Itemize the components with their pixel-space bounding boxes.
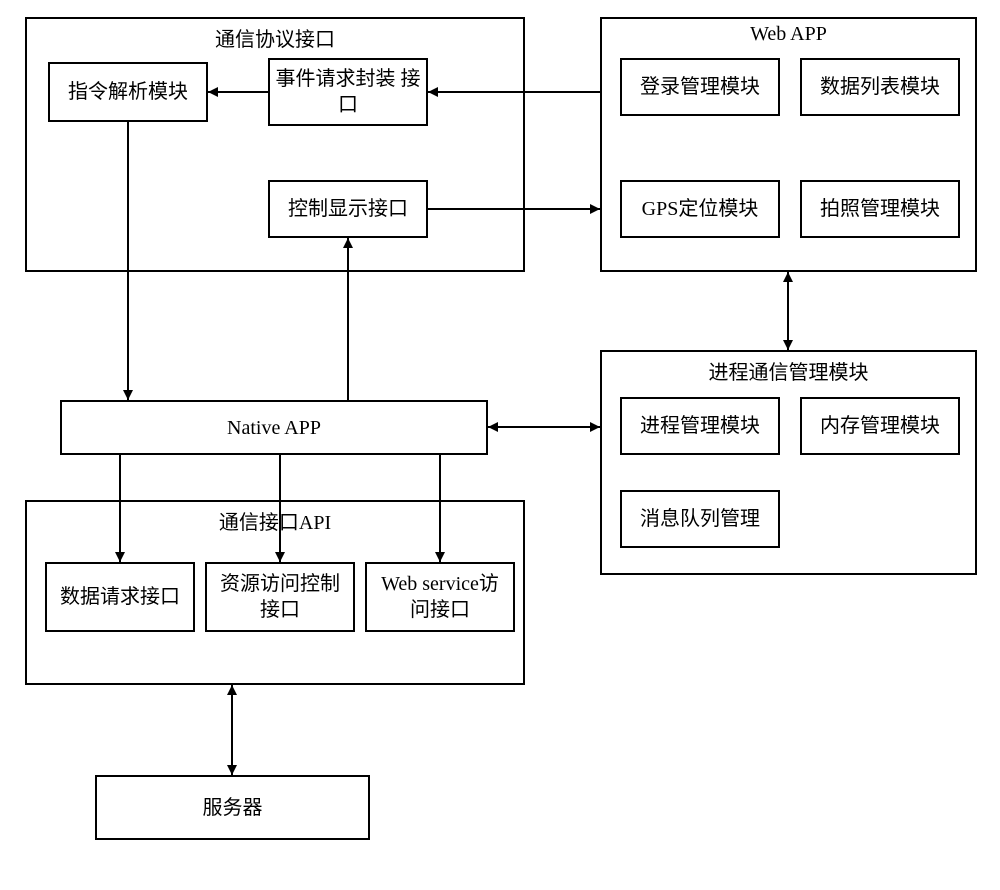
- node-label: 进程管理模块: [640, 413, 760, 439]
- node-event-request: 事件请求封装 接口: [268, 58, 428, 126]
- node-label: 数据请求接口: [60, 584, 180, 610]
- node-instruction-parse: 指令解析模块: [48, 62, 208, 122]
- node-label: 消息队列管理: [640, 506, 760, 532]
- node-gps: GPS定位模块: [620, 180, 780, 238]
- node-label: 登录管理模块: [640, 74, 760, 100]
- node-resource-access: 资源访问控制 接口: [205, 562, 355, 632]
- node-mem-mgmt: 内存管理模块: [800, 397, 960, 455]
- node-label: Web service访 问接口: [371, 571, 509, 623]
- container-title-web-app: Web APP: [602, 23, 975, 46]
- node-label: GPS定位模块: [642, 196, 759, 222]
- node-native-app: Native APP: [60, 400, 488, 455]
- container-title-comm-protocol: 通信协议接口: [27, 23, 523, 52]
- node-label: 数据列表模块: [820, 74, 940, 100]
- node-proc-mgmt: 进程管理模块: [620, 397, 780, 455]
- node-data-list: 数据列表模块: [800, 58, 960, 116]
- node-login-mgmt: 登录管理模块: [620, 58, 780, 116]
- node-label: Native APP: [227, 415, 321, 441]
- node-label: 控制显示接口: [288, 196, 408, 222]
- node-label: 资源访问控制 接口: [211, 571, 349, 623]
- container-title-proc-comm: 进程通信管理模块: [602, 356, 975, 385]
- node-label: 内存管理模块: [820, 413, 940, 439]
- node-label: 服务器: [203, 795, 263, 821]
- node-label: 指令解析模块: [68, 79, 188, 105]
- node-label: 拍照管理模块: [820, 196, 940, 222]
- node-server: 服务器: [95, 775, 370, 840]
- node-msg-queue: 消息队列管理: [620, 490, 780, 548]
- node-webservice: Web service访 问接口: [365, 562, 515, 632]
- container-title-comm-api: 通信接口API: [27, 506, 523, 535]
- node-control-display: 控制显示接口: [268, 180, 428, 238]
- node-data-request: 数据请求接口: [45, 562, 195, 632]
- node-label: 事件请求封装 接口: [274, 66, 422, 118]
- node-photo-mgmt: 拍照管理模块: [800, 180, 960, 238]
